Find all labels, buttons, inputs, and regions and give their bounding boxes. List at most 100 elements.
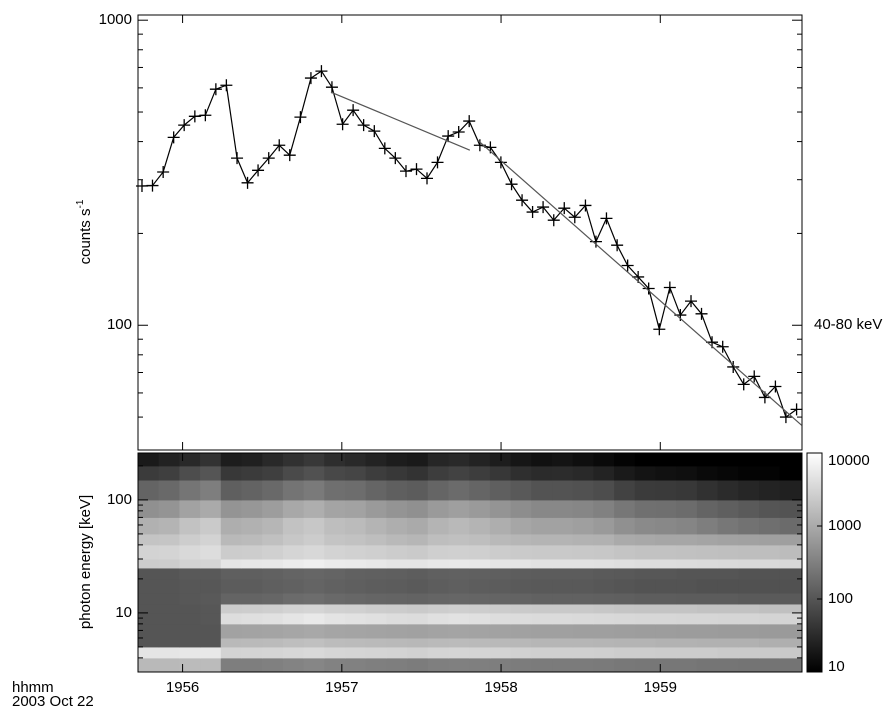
heatmap-cell xyxy=(779,657,803,673)
heatmap-cell xyxy=(262,623,284,639)
heatmap-cell xyxy=(448,646,470,659)
heatmap-cell xyxy=(241,646,263,659)
heatmap-cell xyxy=(241,623,263,639)
heatmap-cell xyxy=(572,646,594,659)
data-point xyxy=(537,201,550,214)
heatmap-cell xyxy=(676,657,698,673)
heatmap-cell xyxy=(386,603,408,614)
heatmap-cell xyxy=(179,593,201,605)
data-point xyxy=(325,81,338,94)
heatmap-cell xyxy=(386,637,408,648)
heatmap-cell xyxy=(386,612,408,625)
heatmap-cell xyxy=(262,517,284,535)
heatmap-cell xyxy=(303,603,325,614)
data-point xyxy=(336,118,349,131)
heatmap-cell xyxy=(552,603,574,614)
heatmap-cell xyxy=(572,567,594,580)
heatmap-cell xyxy=(200,479,222,501)
heatmap-cell xyxy=(779,558,803,569)
heatmap-cell xyxy=(365,465,387,481)
heatmap-cell xyxy=(407,544,429,560)
heatmap-cell xyxy=(179,567,201,580)
heatmap-cell xyxy=(448,623,470,639)
heatmap-cell xyxy=(676,646,698,659)
heatmap-cell xyxy=(676,578,698,594)
heatmap-cell xyxy=(365,646,387,659)
plot-frame xyxy=(137,14,803,451)
data-point xyxy=(600,212,613,225)
heatmap-cell xyxy=(386,453,408,467)
heatmap-cell xyxy=(572,453,594,467)
heatmap-cell xyxy=(676,567,698,580)
heatmap-cell xyxy=(469,578,491,594)
heatmap-cell xyxy=(531,646,553,659)
heatmap-cell xyxy=(510,465,532,481)
heatmap-cell xyxy=(738,623,760,639)
heatmap-cell xyxy=(634,603,657,614)
heatmap-cell xyxy=(282,603,305,614)
heatmap-cell xyxy=(696,646,719,659)
heatmap-cell xyxy=(552,657,574,673)
heatmap-cell xyxy=(303,657,325,673)
heatmap-cell xyxy=(489,657,512,673)
heatmap-cell xyxy=(448,637,470,648)
heatmap-cell xyxy=(469,465,491,481)
heatmap-cell xyxy=(717,623,739,639)
data-point xyxy=(589,235,602,248)
heatmap-cell xyxy=(655,623,677,639)
data-point xyxy=(685,295,698,308)
heatmap-cell xyxy=(696,517,719,535)
heatmap-cell xyxy=(489,603,512,614)
heatmap-cell xyxy=(365,578,387,594)
heatmap-cell xyxy=(469,567,491,580)
data-point xyxy=(262,152,275,165)
heatmap-cell xyxy=(552,646,574,659)
heatmap-cell xyxy=(427,657,450,673)
data-point xyxy=(178,119,191,132)
heatmap-cell xyxy=(324,479,346,501)
heatmap-cell xyxy=(676,499,698,518)
heatmap-cell xyxy=(407,657,429,673)
heatmap-cell xyxy=(779,465,803,481)
data-point xyxy=(167,131,180,144)
heatmap-cell xyxy=(676,603,698,614)
heatmap-cell xyxy=(655,593,677,605)
heatmap-cell xyxy=(738,593,760,605)
heatmap-cell xyxy=(489,646,512,659)
heatmap-cell xyxy=(138,479,160,501)
heatmap-cell xyxy=(158,517,180,535)
data-point xyxy=(579,199,592,212)
heatmap-cell xyxy=(634,623,657,639)
heatmap-cell xyxy=(427,637,450,648)
heatmap-cell xyxy=(407,533,429,546)
heatmap-cell xyxy=(655,465,677,481)
heatmap-cell xyxy=(593,453,615,467)
heatmap-cell xyxy=(552,517,574,535)
data-point xyxy=(389,152,402,165)
heatmap-cell xyxy=(138,465,160,481)
heatmap-cell xyxy=(241,558,263,569)
data-point xyxy=(157,165,170,178)
data-point xyxy=(452,126,465,139)
heatmap-cell xyxy=(303,646,325,659)
heatmap-cell xyxy=(696,544,719,560)
heatmap-cell xyxy=(655,578,677,594)
data-point xyxy=(558,202,571,215)
heatmap-cell xyxy=(448,517,470,535)
heatmap-cell xyxy=(365,479,387,501)
heatmap-cell xyxy=(220,612,243,625)
heatmap-cell xyxy=(407,453,429,467)
heatmap-cell xyxy=(427,453,450,467)
heatmap-cell xyxy=(138,612,160,625)
heatmap-cell xyxy=(262,465,284,481)
heatmap-cell xyxy=(427,623,450,639)
heatmap-cell xyxy=(200,517,222,535)
heatmap-cell xyxy=(779,612,803,625)
heatmap-cell xyxy=(469,517,491,535)
x-tick-label: 1957 xyxy=(325,679,358,696)
heatmap-cell xyxy=(676,637,698,648)
heatmap-cell xyxy=(262,657,284,673)
heatmap-cell xyxy=(427,578,450,594)
heatmap-cell xyxy=(489,578,512,594)
